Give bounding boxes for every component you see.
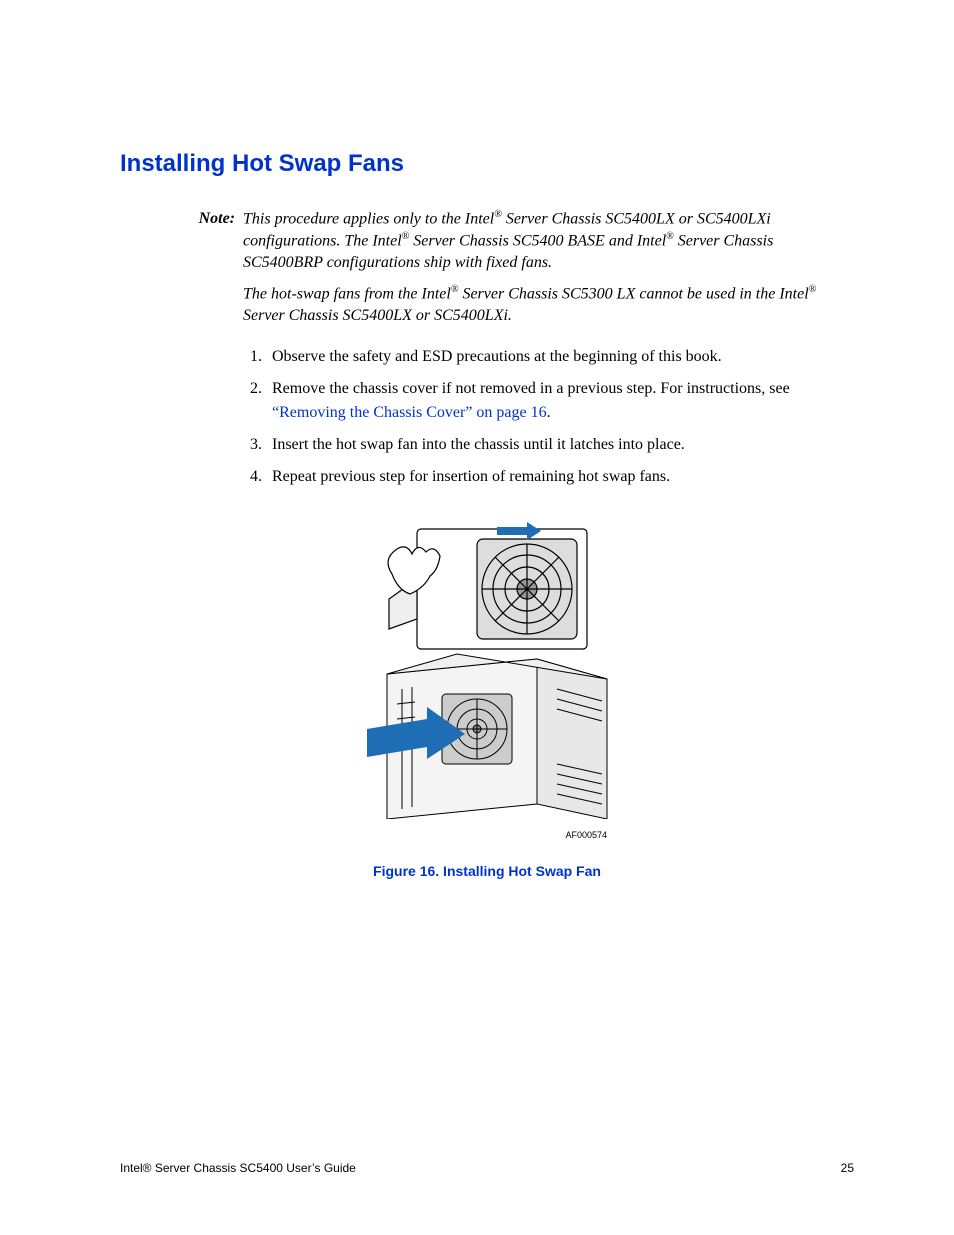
note-p2c: Server Chassis SC5400LX or SC5400LXi. [243,307,512,324]
page-footer: Intel® Server Chassis SC5400 User’s Guid… [120,1161,854,1175]
footer-doc-title: Intel® Server Chassis SC5400 User’s Guid… [120,1161,356,1175]
step-2-lead: Remove the chassis cover if not removed … [272,380,790,397]
figure-id-label: AF000574 [357,830,617,840]
step-2-tail: . [547,404,551,421]
cross-ref-link[interactable]: “Removing the Chassis Cover” on page 16 [272,404,547,421]
note-p2b: Server Chassis SC5300 LX cannot be used … [458,286,808,303]
section-heading: Installing Hot Swap Fans [120,150,854,178]
step-4: Repeat previous step for insertion of re… [266,465,854,489]
figure-image: AF000574 [357,519,617,840]
steps-list: Observe the safety and ESD precautions a… [238,345,854,489]
note-p2a: The hot-swap fans from the Intel [243,286,451,303]
footer-page-number: 25 [841,1161,854,1175]
reg-mark: ® [494,209,502,220]
note-body-2: The hot-swap fans from the Intel ® Server… [243,283,854,327]
reg-mark: ® [809,284,817,295]
reg-mark: ® [666,231,674,242]
page-content: Installing Hot Swap Fans Note: This proc… [0,0,954,1235]
note-label: Note: [180,208,243,273]
note-p1a: This procedure applies only to the Intel [243,210,494,227]
note-body-1: This procedure applies only to the Intel… [243,208,854,273]
figure-block: AF000574 Figure 16. Installing Hot Swap … [120,519,854,879]
figure-caption: Figure 16. Installing Hot Swap Fan [120,863,854,879]
step-1: Observe the safety and ESD precautions a… [266,345,854,369]
note-p1c: Server Chassis SC5400 BASE and Intel [409,232,666,249]
step-2: Remove the chassis cover if not removed … [266,377,854,425]
note-block: Note: This procedure applies only to the… [180,208,854,273]
step-3: Insert the hot swap fan into the chassis… [266,433,854,457]
